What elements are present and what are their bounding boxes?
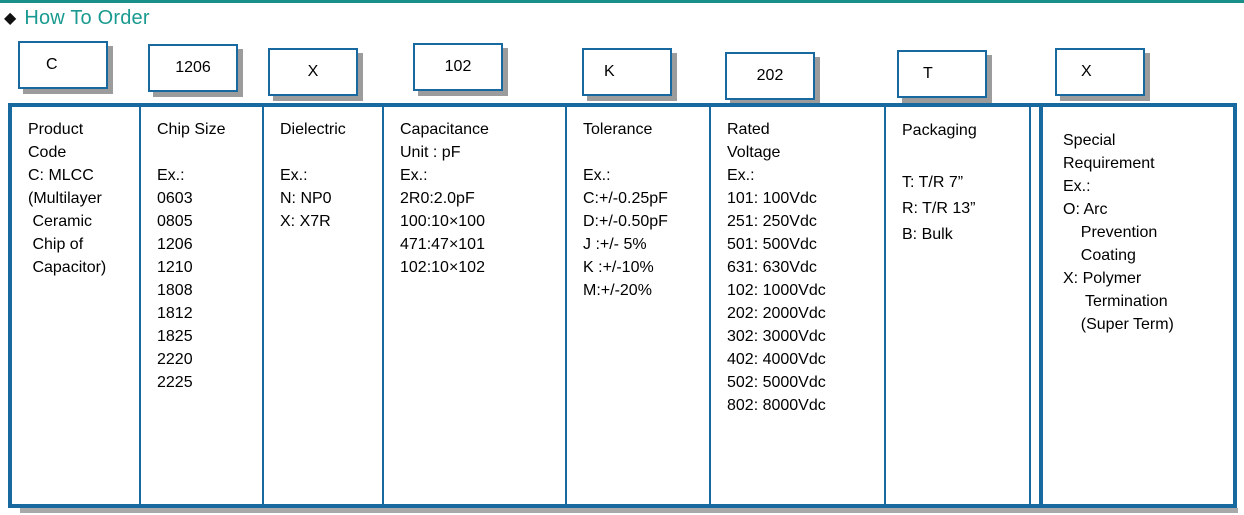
- table-text-line: Packaging: [902, 122, 977, 139]
- code-value: 102: [444, 58, 472, 75]
- part-number-code-row: C 1206 X 102 K 202 T X: [0, 41, 1244, 103]
- table-text-line: 0603: [157, 190, 193, 207]
- column-special-requirement: Special Requirement Ex.: O: Arc Prevention …: [1031, 107, 1233, 504]
- table-text-line: Coating: [1063, 247, 1136, 264]
- table-text-line: Unit : pF: [400, 144, 461, 161]
- code-value: X: [1081, 63, 1092, 80]
- table-text-line: (Multilayer: [28, 190, 102, 207]
- table-text-line: (Super Term): [1063, 316, 1174, 333]
- table-text-line: 631: 630Vdc: [727, 259, 817, 276]
- table-text-line: 101: 100Vdc: [727, 190, 817, 207]
- table-text-line: 102: 1000Vdc: [727, 282, 826, 299]
- code-box-dielectric: X: [268, 48, 358, 96]
- table-text-line: 2R0:2.0pF: [400, 190, 475, 207]
- table-text-line: [902, 144, 1025, 170]
- table-text-line: 402: 4000Vdc: [727, 351, 826, 368]
- code-box-rated-voltage: 202: [725, 52, 815, 100]
- table-text-line: N: NP0: [280, 190, 332, 207]
- table-text-line: C: MLCC: [28, 167, 94, 184]
- table-text-line: Ex.:: [1063, 178, 1091, 195]
- code-box-product-code: C: [18, 41, 108, 89]
- table-text-line: 0805: [157, 213, 193, 230]
- table-text-line: Chip Size: [157, 121, 226, 138]
- table-text-line: M:+/-20%: [583, 282, 652, 299]
- section-title-row: ◆ How To Order: [4, 7, 150, 30]
- table-text-line: 100:10×100: [400, 213, 485, 230]
- order-description-table: Product Code C: MLCC (Multilayer Ceramic Ch…: [8, 103, 1238, 513]
- table-text-line: Ex.:: [400, 167, 428, 184]
- code-value: 1206: [175, 59, 211, 76]
- table-text-line: K :+/-10%: [583, 259, 654, 276]
- table-text-line: Capacitor): [28, 259, 107, 276]
- table-text-line: J :+/- 5%: [583, 236, 647, 253]
- table-text-line: Requirement: [1063, 155, 1155, 172]
- table-text-line: 501: 500Vdc: [727, 236, 817, 253]
- table-text-line: Voltage: [727, 144, 781, 161]
- diamond-bullet-icon: ◆: [4, 9, 17, 27]
- code-value: T: [923, 65, 933, 82]
- table-text-line: 502: 5000Vdc: [727, 374, 826, 391]
- table-text-line: Tolerance: [583, 121, 653, 138]
- table-text-line: 1210: [157, 259, 193, 276]
- table-text-line: T: T/R 7”: [902, 174, 964, 191]
- column-dielectric: Dielectric Ex.: N: NP0 X: X7R: [264, 107, 384, 504]
- table-text-line: 802: 8000Vdc: [727, 397, 826, 414]
- column-tolerance: Tolerance Ex.: C:+/-0.25pF D:+/-0.50pF J :+/…: [567, 107, 711, 504]
- table-text-line: 251: 250Vdc: [727, 213, 817, 230]
- table-text-line: Ex.:: [727, 167, 755, 184]
- table-text-line: Special: [1063, 132, 1116, 149]
- column-chip-size: Chip Size Ex.: 0603 0805 1206 1210 1808 1812 182…: [141, 107, 264, 504]
- code-box-special-requirement: X: [1055, 48, 1145, 96]
- column-capacitance: Capacitance Unit : pF Ex.: 2R0:2.0pF 100:10×…: [384, 107, 567, 504]
- table-text-line: 102:10×102: [400, 259, 485, 276]
- table-text-line: Rated: [727, 121, 770, 138]
- code-value: C: [46, 56, 58, 73]
- special-requirement-box: Special Requirement Ex.: O: Arc Prevention …: [1039, 107, 1233, 504]
- column-rated-voltage: Rated Voltage Ex.: 101: 100Vdc 251: 250Vdc 50…: [711, 107, 886, 504]
- table-text-line: 2225: [157, 374, 193, 391]
- table-text-line: Ex.:: [583, 167, 611, 184]
- table-text-line: X: Polymer: [1063, 270, 1142, 287]
- table-text-line: 1812: [157, 305, 193, 322]
- table-text-line: X: X7R: [280, 213, 331, 230]
- table-text-line: C:+/-0.25pF: [583, 190, 668, 207]
- table-text-line: [583, 141, 705, 164]
- table-text-line: Chip of: [28, 236, 84, 253]
- code-box-tolerance: K: [582, 48, 672, 96]
- table-text-line: 202: 2000Vdc: [727, 305, 826, 322]
- table-text-line: Termination: [1063, 293, 1168, 310]
- table-text-line: 2220: [157, 351, 193, 368]
- table-text-line: R: T/R 13”: [902, 200, 976, 217]
- code-box-capacitance: 102: [413, 43, 503, 91]
- table-text-line: Ex.:: [157, 167, 185, 184]
- table-text-line: Product: [28, 121, 84, 138]
- table-text-line: O: Arc: [1063, 201, 1108, 218]
- table-text-line: Prevention: [1063, 224, 1158, 241]
- code-value: 202: [756, 67, 784, 84]
- code-value: K: [604, 63, 615, 80]
- table-text-line: 471:47×101: [400, 236, 485, 253]
- top-divider-rule: [0, 0, 1244, 3]
- table-text-line: [280, 141, 378, 164]
- column-packaging: Packaging T: T/R 7” R: T/R 13” B: Bulk: [886, 107, 1031, 504]
- page-title: How To Order: [24, 7, 150, 29]
- table-text-line: 1808: [157, 282, 193, 299]
- table-text-line: B: Bulk: [902, 226, 953, 243]
- column-product-code: Product Code C: MLCC (Multilayer Ceramic Ch…: [12, 107, 141, 504]
- table-text-line: Capacitance: [400, 121, 489, 138]
- code-box-packaging: T: [897, 50, 987, 98]
- code-value: X: [307, 63, 319, 80]
- table-text-line: Ceramic: [28, 213, 93, 230]
- table-text-line: [157, 141, 258, 164]
- table-text-line: Dielectric: [280, 121, 346, 138]
- table-text-line: Code: [28, 144, 67, 161]
- table-text-line: 1825: [157, 328, 193, 345]
- code-box-chip-size: 1206: [148, 44, 238, 92]
- table-text-line: D:+/-0.50pF: [583, 213, 668, 230]
- table-text-line: Ex.:: [280, 167, 308, 184]
- table-text-line: 1206: [157, 236, 193, 253]
- table-text-line: 302: 3000Vdc: [727, 328, 826, 345]
